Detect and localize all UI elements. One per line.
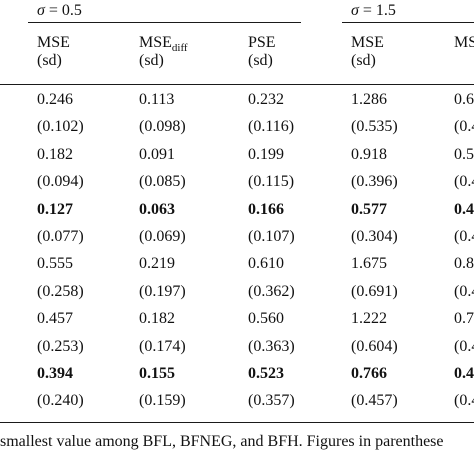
table-cell: 0.113 (139, 91, 175, 108)
table-cell: 0.182 (139, 310, 175, 327)
table-cell: (0.102) (37, 118, 84, 135)
group-rule-sigma-0-5 (28, 22, 301, 23)
table-cell: 1.286 (351, 91, 387, 108)
table-cell: (0.253) (37, 338, 84, 355)
table-cell: (0.691) (351, 283, 398, 300)
table-cell: (0.4 (454, 173, 474, 190)
table-cell: 0.523 (248, 365, 284, 382)
sigma-symbol: σ (37, 2, 45, 19)
table-cell: (0.4 (454, 118, 474, 135)
table-cell: 0.063 (139, 201, 175, 218)
table-cell: (0.116) (248, 118, 295, 135)
table-cell: 0.4 (454, 201, 474, 218)
column-header-mse-sd: (sd) (37, 52, 62, 69)
table-cell: (0.077) (37, 228, 84, 245)
table-cell: (0.4 (454, 283, 474, 300)
table-cell: 0.394 (37, 365, 73, 382)
group-rule-sigma-1-5 (342, 22, 474, 23)
table-cell: 0.6 (454, 91, 474, 108)
table-cell: 0.560 (248, 310, 284, 327)
table-cell: (0.098) (139, 118, 186, 135)
column-header-mse-sigma-1-5: MSE (351, 34, 384, 51)
table-cell: (0.4 (454, 338, 474, 355)
table-cell: (0.240) (37, 392, 84, 409)
table-cell: (0.197) (139, 283, 186, 300)
sigma-symbol: σ (351, 2, 359, 19)
table-cell: (0.4 (454, 228, 474, 245)
table-cell: 0.4 (454, 365, 474, 382)
table-cell: (0.115) (248, 173, 295, 190)
column-header-truncated: MS (454, 34, 474, 51)
column-header-mse-sigma-1-5-sd: (sd) (351, 52, 376, 69)
table-cell: (0.535) (351, 118, 398, 135)
table-cell: 0.5 (454, 146, 474, 163)
column-header-mse: MSE (37, 34, 70, 51)
group-header-sigma-0-5: σ = 0.5 (37, 2, 82, 20)
table-cell: 0.219 (139, 255, 175, 272)
table-cell: (0.159) (139, 392, 186, 409)
table-cell: 0.555 (37, 255, 73, 272)
table-cell: (0.069) (139, 228, 186, 245)
table-cell: 0.8 (454, 255, 474, 272)
table-cell: 0.232 (248, 91, 284, 108)
table-cell: 0.7 (454, 310, 474, 327)
table-cell: 0.577 (351, 201, 387, 218)
table-cell: 0.127 (37, 201, 73, 218)
table-cell: (0.396) (351, 173, 398, 190)
table-cell: (0.094) (37, 173, 84, 190)
table-cell: 0.918 (351, 146, 387, 163)
table-cell: 0.182 (37, 146, 73, 163)
table-cell: 1.222 (351, 310, 387, 327)
table-cell: 0.610 (248, 255, 284, 272)
table-cell: (0.357) (248, 392, 295, 409)
table-cell: (0.107) (248, 228, 295, 245)
group-header-sigma-1-5: σ = 1.5 (351, 2, 396, 20)
column-header-pse: PSE (248, 34, 276, 51)
table-cell: (0.258) (37, 283, 84, 300)
table-cell: (0.457) (351, 392, 398, 409)
table-cell: 0.199 (248, 146, 284, 163)
table-cell: (0.604) (351, 338, 398, 355)
table-cell: 0.166 (248, 201, 284, 218)
table-cell: 1.675 (351, 255, 387, 272)
table-cell: 0.766 (351, 365, 387, 382)
column-header-mse-diff: MSEdiff (139, 34, 188, 54)
column-header-mse-diff-sd: (sd) (139, 52, 164, 69)
table-cell: 0.457 (37, 310, 73, 327)
table-cell: (0.304) (351, 228, 398, 245)
table-cell: 0.246 (37, 91, 73, 108)
table-footnote: smallest value among BFL, BFNEG, and BFH… (0, 433, 444, 450)
diff-subscript: diff (171, 42, 188, 54)
table-cell: (0.085) (139, 173, 186, 190)
sigma-value: = 0.5 (44, 2, 82, 19)
table-cell: (0.4 (454, 392, 474, 409)
table-cell: (0.363) (248, 338, 295, 355)
table-bottom-rule (0, 422, 474, 423)
column-header-pse-sd: (sd) (248, 52, 273, 69)
table-cell: (0.174) (139, 338, 186, 355)
table-cell: (0.362) (248, 283, 295, 300)
table-cell: 0.155 (139, 365, 175, 382)
sigma-value: = 1.5 (358, 2, 396, 19)
header-bottom-rule (0, 84, 474, 85)
table-cell: 0.091 (139, 146, 175, 163)
